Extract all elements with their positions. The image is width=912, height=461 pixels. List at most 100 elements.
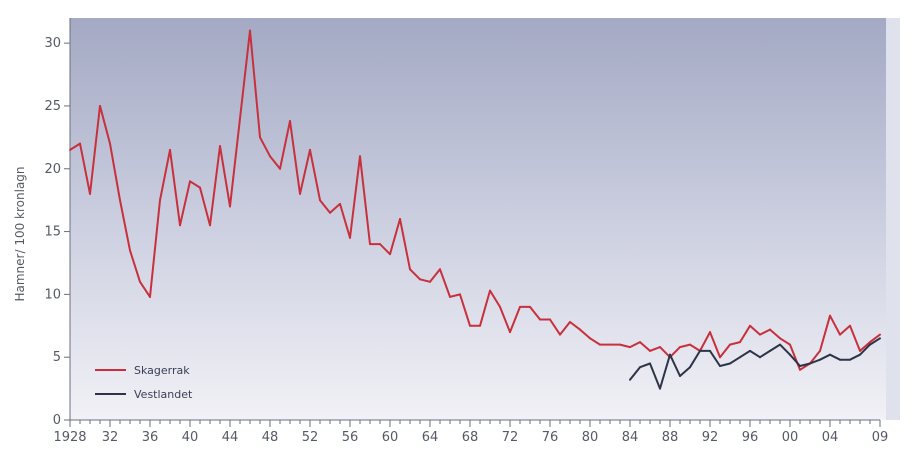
data-point-skagerrak: [539, 318, 541, 321]
data-point-skagerrak: [279, 167, 281, 170]
data-point-vestlandet: [739, 356, 741, 359]
x-tick-label: 00: [782, 430, 799, 445]
data-point-skagerrak: [129, 249, 131, 252]
data-point-skagerrak: [649, 349, 651, 352]
data-point-skagerrak: [589, 337, 591, 340]
data-point-skagerrak: [89, 192, 91, 195]
series-line-skagerrak: [69, 29, 881, 371]
data-point-skagerrak: [619, 343, 621, 346]
data-point-skagerrak: [119, 199, 121, 202]
data-point-skagerrak: [319, 199, 321, 202]
data-point-skagerrak: [199, 186, 201, 189]
data-point-skagerrak: [869, 341, 871, 344]
y-tick-label: 20: [44, 162, 61, 177]
data-point-vestlandet: [769, 349, 771, 352]
x-tick-label: 40: [182, 430, 199, 445]
data-point-skagerrak: [389, 253, 391, 256]
data-point-skagerrak: [139, 280, 141, 283]
data-point-skagerrak: [259, 136, 261, 139]
x-tick-label: 52: [302, 430, 319, 445]
data-point-skagerrak: [309, 148, 311, 151]
data-point-skagerrak: [269, 155, 271, 158]
data-point-skagerrak: [599, 343, 601, 346]
data-point-vestlandet: [859, 353, 861, 356]
data-point-skagerrak: [209, 224, 211, 227]
data-point-skagerrak: [639, 341, 641, 344]
data-point-skagerrak: [819, 349, 821, 352]
x-tick-label: 64: [422, 430, 439, 445]
legend-label-skagerrak: Skagerrak: [134, 364, 190, 377]
data-point-skagerrak: [559, 333, 561, 336]
data-point-skagerrak: [499, 305, 501, 308]
data-point-skagerrak: [739, 341, 741, 344]
data-point-skagerrak: [359, 155, 361, 158]
data-point-skagerrak: [179, 224, 181, 227]
data-point-skagerrak: [859, 349, 861, 352]
data-point-skagerrak: [379, 243, 381, 246]
plot-right-frame: [886, 18, 900, 420]
y-axis-label: Hamner/ 100 kronlagn: [13, 166, 27, 301]
data-point-skagerrak: [479, 324, 481, 327]
data-point-skagerrak: [299, 192, 301, 195]
data-point-skagerrak: [709, 331, 711, 334]
y-tick-label: 0: [53, 413, 61, 428]
data-point-skagerrak: [799, 368, 801, 371]
data-point-skagerrak: [329, 211, 331, 214]
y-tick-label: 15: [44, 225, 61, 240]
x-tick-label: 04: [822, 430, 839, 445]
data-point-skagerrak: [219, 145, 221, 148]
data-point-skagerrak: [569, 321, 571, 324]
series-line-vestlandet: [629, 337, 881, 390]
y-axis: 0 5 10 15 20 25 30: [44, 18, 71, 428]
data-point-skagerrak: [289, 120, 291, 123]
data-point-skagerrak: [679, 346, 681, 349]
data-point-skagerrak: [489, 289, 491, 292]
data-point-skagerrak: [169, 148, 171, 151]
data-point-skagerrak: [109, 142, 111, 145]
x-tick-label: 60: [382, 430, 399, 445]
data-point-skagerrak: [749, 324, 751, 327]
data-point-skagerrak: [469, 324, 471, 327]
x-tick-label: 48: [262, 430, 279, 445]
data-point-skagerrak: [729, 343, 731, 346]
data-point-skagerrak: [79, 142, 81, 145]
x-tick-label: 32: [102, 430, 119, 445]
data-point-vestlandet: [669, 353, 671, 356]
data-point-vestlandet: [789, 353, 791, 356]
data-point-skagerrak: [429, 280, 431, 283]
data-point-skagerrak: [419, 278, 421, 281]
legend-label-vestlandet: Vestlandet: [134, 388, 193, 401]
data-point-skagerrak: [519, 305, 521, 308]
data-point-skagerrak: [69, 148, 71, 151]
data-point-skagerrak: [149, 295, 151, 298]
series-layer: [69, 29, 881, 390]
x-tick-label: 92: [702, 430, 719, 445]
data-point-vestlandet: [849, 358, 851, 361]
data-point-vestlandet: [829, 353, 831, 356]
plot-area: [70, 18, 886, 420]
x-tick-label: 09: [872, 430, 889, 445]
data-point-vestlandet: [759, 356, 761, 359]
y-tick-label: 25: [44, 99, 61, 114]
x-tick-label: 36: [142, 430, 159, 445]
data-point-skagerrak: [409, 268, 411, 271]
data-point-skagerrak: [689, 343, 691, 346]
data-point-vestlandet: [629, 378, 631, 381]
data-point-vestlandet: [779, 343, 781, 346]
data-point-vestlandet: [649, 362, 651, 365]
y-tick-label: 10: [44, 287, 61, 302]
data-point-skagerrak: [449, 295, 451, 298]
data-point-skagerrak: [879, 333, 881, 336]
data-point-skagerrak: [239, 117, 241, 120]
data-point-skagerrak: [339, 202, 341, 205]
data-point-skagerrak: [659, 346, 661, 349]
data-point-vestlandet: [879, 337, 881, 340]
data-point-skagerrak: [779, 337, 781, 340]
data-point-vestlandet: [659, 387, 661, 390]
data-point-skagerrak: [189, 180, 191, 183]
x-tick-label: 72: [502, 430, 519, 445]
data-point-skagerrak: [829, 314, 831, 317]
data-point-vestlandet: [709, 349, 711, 352]
data-point-skagerrak: [629, 346, 631, 349]
data-point-skagerrak: [369, 243, 371, 246]
